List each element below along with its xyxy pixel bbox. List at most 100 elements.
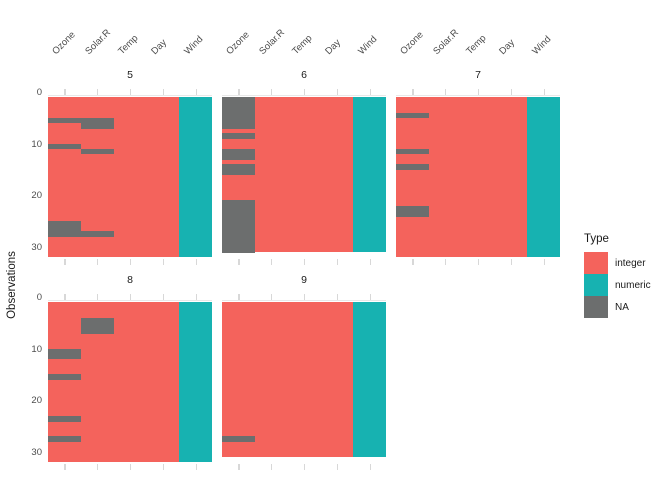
x-axis-tick-bottom: [478, 258, 480, 265]
x-axis-tick-bottom: [271, 258, 273, 265]
x-axis-tick-top: [162, 294, 164, 300]
na-band-ozone: [222, 148, 256, 160]
na-band-ozone: [48, 415, 82, 422]
column-label-day: Day: [323, 37, 343, 57]
facet-panel-8: 8: [48, 274, 213, 470]
column-bar-solar-r: [428, 97, 463, 258]
x-axis-tick-top: [369, 89, 371, 95]
x-axis-tick-bottom: [195, 463, 197, 470]
x-axis-tick-top: [238, 294, 240, 300]
x-axis-tick-bottom: [271, 463, 273, 470]
y-tick-label-0: 0: [36, 292, 42, 303]
na-band-ozone: [222, 97, 256, 129]
legend-item-integer: integer: [584, 252, 651, 274]
x-axis-tick-top: [64, 294, 66, 300]
column-label-day: Day: [149, 37, 169, 57]
panel-top-gridline: [48, 300, 212, 301]
facet-strip-label: 9: [301, 274, 307, 286]
x-axis-tick-top: [238, 89, 240, 95]
facet-panel-7: 7 Ozone Solar.R Temp Day Wind: [396, 27, 561, 265]
column-bar-day: [320, 302, 354, 458]
column-bar-temp: [287, 302, 321, 458]
x-axis-tick-bottom: [412, 258, 414, 265]
column-label-wind: Wind: [529, 33, 553, 57]
column-label-temp: Temp: [464, 32, 489, 57]
legend-key-numeric: [584, 274, 608, 296]
x-axis-tick-top: [336, 294, 338, 300]
column-bar-wind: [179, 302, 213, 463]
x-axis-tick-bottom: [369, 258, 371, 265]
na-band-solar-r: [80, 148, 115, 155]
column-bar-temp: [113, 302, 147, 463]
column-bar-day: [494, 97, 528, 258]
x-axis-tick-bottom: [238, 258, 240, 265]
na-band-ozone: [48, 374, 82, 381]
x-axis-tick-bottom: [130, 463, 132, 470]
x-axis-tick-top: [271, 294, 273, 300]
column-label-solar-r: Solar.R: [257, 27, 288, 57]
x-axis-tick-top: [64, 89, 66, 95]
x-axis-tick-top: [271, 89, 273, 95]
facet-panel-9: 9: [222, 274, 387, 470]
na-band-solar-r: [80, 231, 115, 238]
column-bar-temp: [287, 97, 321, 253]
y-tick-label-20: 20: [31, 190, 42, 202]
column-bar-wind: [353, 97, 387, 253]
x-axis-tick-top: [412, 89, 414, 95]
column-label-day: Day: [497, 37, 517, 57]
x-axis-tick-top: [195, 294, 197, 300]
x-axis-tick-bottom: [369, 463, 371, 470]
na-band-ozone: [396, 148, 430, 155]
x-axis-tick-top: [304, 89, 306, 95]
na-band-ozone: [222, 200, 256, 253]
x-axis-tick-top: [510, 89, 512, 95]
na-band-ozone: [48, 348, 82, 360]
facet-panel-5: 5 Ozone Solar.R Temp Day Wind: [48, 27, 213, 265]
column-bar-ozone: [48, 302, 82, 463]
x-axis-tick-bottom: [336, 258, 338, 265]
x-axis-tick-top: [445, 89, 447, 95]
x-axis-tick-bottom: [162, 463, 164, 470]
panel-top-gridline: [222, 300, 386, 301]
na-band-ozone: [48, 221, 82, 238]
x-axis-tick-top: [369, 294, 371, 300]
column-label-wind: Wind: [355, 33, 379, 57]
column-label-temp: Temp: [290, 32, 315, 57]
x-axis-tick-top: [195, 89, 197, 95]
facet-strip-label: 8: [127, 274, 133, 286]
legend-item-na: NA: [584, 296, 651, 318]
x-axis-tick-top: [97, 294, 99, 300]
x-axis-tick-top: [130, 294, 132, 300]
column-bar-temp: [113, 97, 147, 258]
column-label-ozone: Ozone: [398, 29, 427, 57]
column-bar-day: [320, 97, 354, 253]
panel-top-gridline: [222, 95, 386, 96]
x-axis-tick-bottom: [97, 463, 99, 470]
x-axis-tick-bottom: [162, 258, 164, 265]
column-label-solar-r: Solar.R: [431, 27, 462, 57]
column-label-ozone: Ozone: [50, 29, 79, 57]
na-band-ozone: [396, 112, 430, 119]
x-axis-tick-bottom: [97, 258, 99, 265]
legend-label: numeric: [615, 279, 651, 291]
legend-key-na: [584, 296, 608, 318]
na-band-ozone: [48, 117, 82, 124]
x-axis-tick-bottom: [445, 258, 447, 265]
x-axis-tick-bottom: [304, 258, 306, 265]
na-band-solar-r: [80, 117, 115, 129]
legend-items: integer numeric NA: [584, 252, 651, 318]
column-bar-wind: [527, 97, 561, 258]
column-label-temp: Temp: [116, 32, 141, 57]
na-band-ozone: [222, 133, 256, 139]
na-band-ozone: [222, 164, 256, 176]
x-axis-tick-bottom: [543, 258, 545, 265]
column-label-solar-r: Solar.R: [83, 27, 114, 57]
legend-title: Type: [584, 233, 609, 245]
x-axis-tick-top: [336, 89, 338, 95]
x-axis-tick-top: [162, 89, 164, 95]
y-tick-label-10: 10: [31, 138, 42, 150]
na-band-ozone: [396, 164, 430, 170]
x-axis-tick-top: [543, 89, 545, 95]
y-tick-label-20: 20: [31, 395, 42, 407]
